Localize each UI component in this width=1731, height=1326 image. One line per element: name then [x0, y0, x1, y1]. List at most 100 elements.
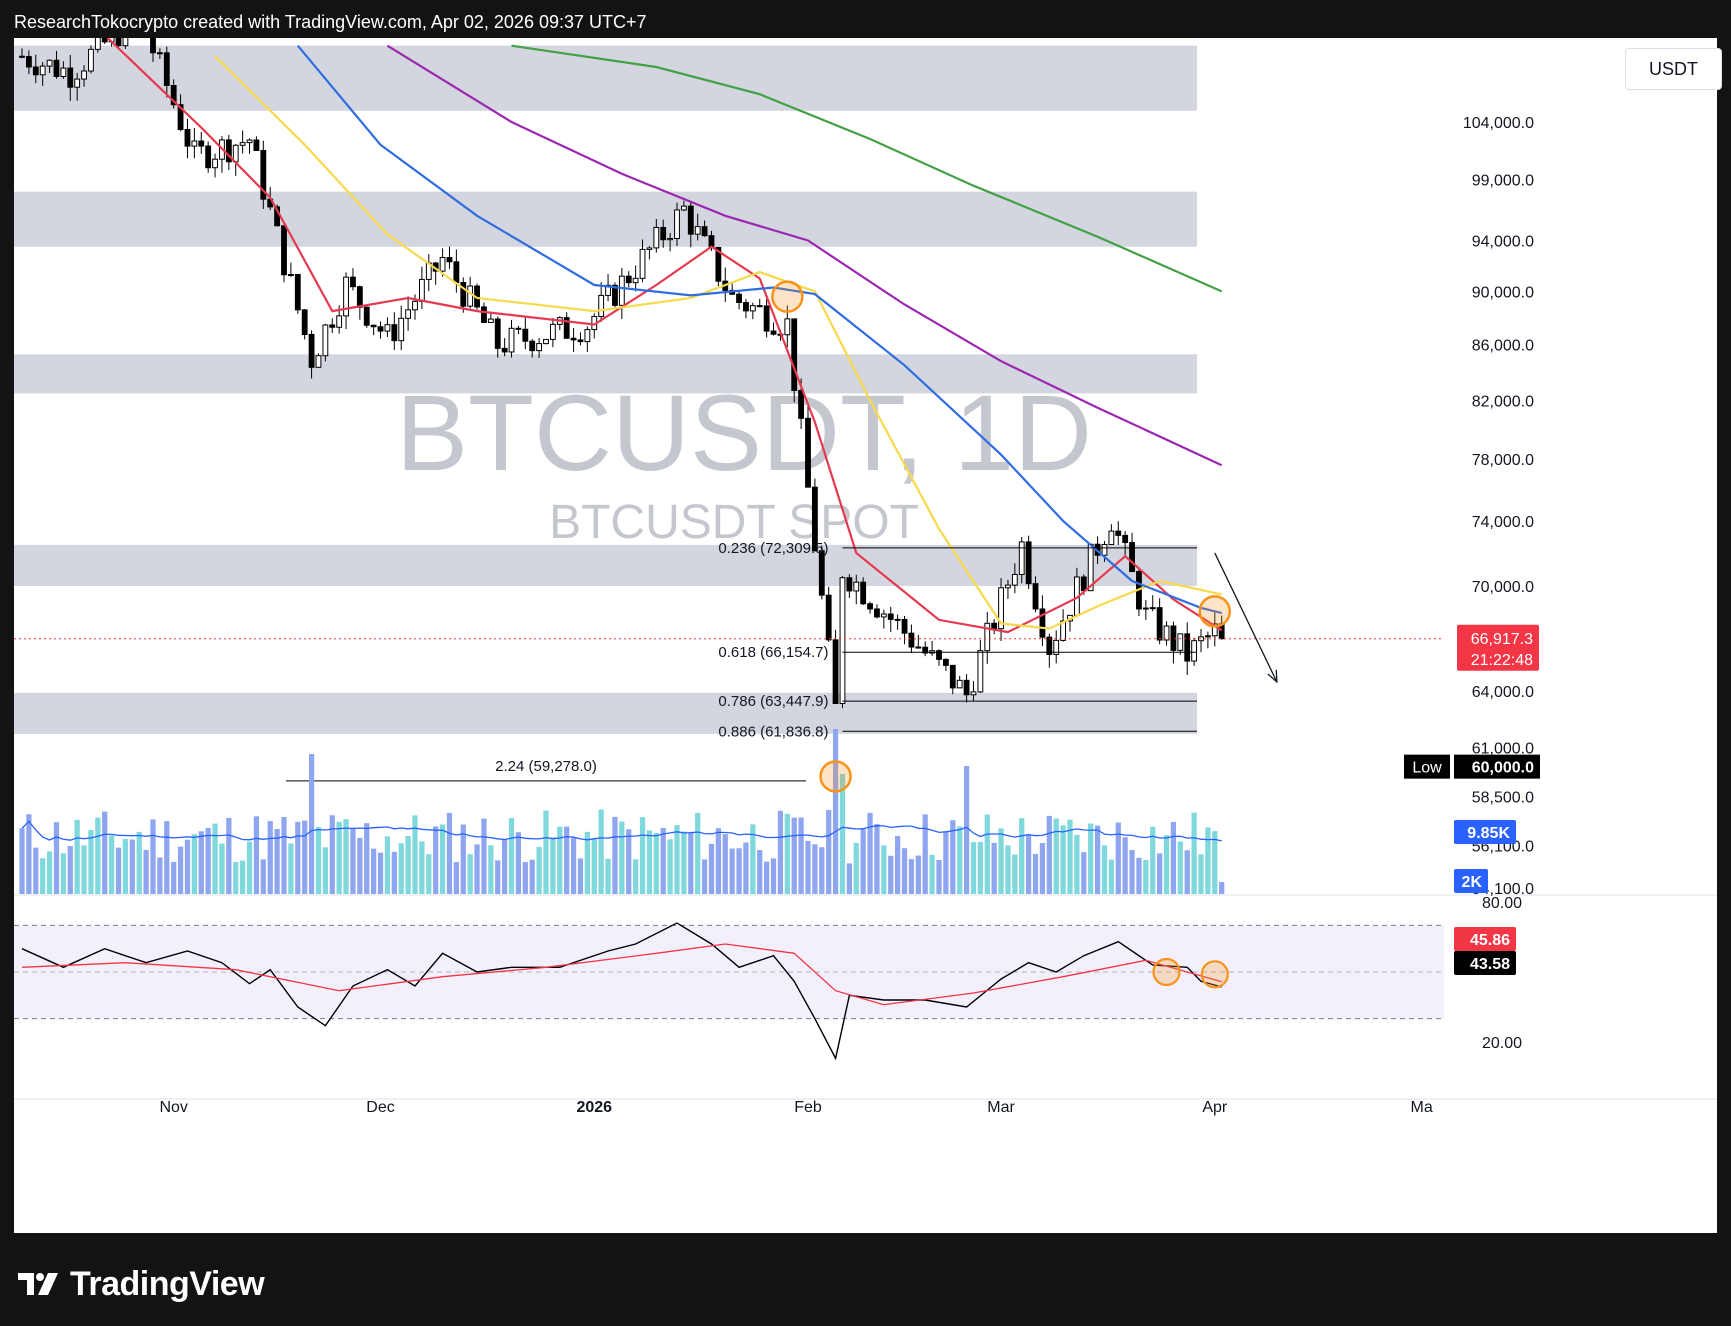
candle — [46, 59, 53, 74]
candle — [398, 305, 405, 351]
candle-body — [894, 618, 901, 621]
candle — [1101, 540, 1108, 562]
candle — [970, 680, 977, 701]
candle-body — [639, 248, 646, 279]
candle — [701, 220, 708, 237]
chart-area[interactable]: BTCUSDT, 1D BTCUSDT SPOT 0.236 (72,309.5) 0… — [14, 38, 1722, 1233]
volume-bar — [839, 774, 846, 894]
candle — [74, 72, 81, 101]
candle-body — [887, 613, 894, 620]
candle — [294, 273, 301, 314]
candle — [667, 233, 674, 252]
candle-body — [101, 38, 108, 43]
candle-body — [25, 56, 32, 68]
currency-selector[interactable]: USDT — [1625, 48, 1722, 90]
price-tick: 64,000.0 — [1472, 684, 1534, 701]
candle-body — [301, 309, 308, 335]
candle-body — [315, 355, 322, 368]
candle — [1149, 595, 1156, 612]
candle — [191, 128, 198, 159]
volume-bar — [322, 847, 328, 894]
volume-bar — [626, 829, 632, 894]
rsi-value-badge-bg — [1454, 951, 1516, 975]
volume-bar — [405, 836, 411, 894]
candle — [1011, 563, 1018, 594]
volume-bar — [1060, 825, 1066, 894]
candle-body — [467, 285, 474, 307]
rsi-value-badge: 43.58 — [1454, 951, 1516, 975]
candle-body — [481, 306, 487, 323]
candle — [287, 262, 294, 277]
fib-label-0.618: 0.618 (66,154.7) — [718, 644, 828, 661]
rsi-ma-line — [21, 943, 1222, 1006]
volume-bar — [977, 841, 983, 894]
candle-body — [1018, 541, 1025, 575]
rsi-ma-badge-text: 45.86 — [1470, 932, 1510, 949]
volume-bar — [315, 827, 322, 894]
volume-bar — [1081, 852, 1087, 894]
volume-bar — [619, 821, 625, 894]
moving-average-0 — [106, 38, 1223, 634]
time-label-2026: 2026 — [576, 1099, 612, 1116]
fib-label-0.886: 0.886 (61,836.8) — [718, 723, 828, 740]
candle-body — [260, 149, 267, 200]
candle-body — [67, 67, 74, 88]
rsi-line — [21, 922, 1222, 1061]
candle-body — [805, 417, 811, 488]
candle-body — [956, 679, 963, 689]
candle — [1039, 595, 1046, 646]
candle — [343, 272, 349, 330]
candle-body — [460, 282, 467, 307]
candle-body — [901, 618, 908, 634]
candle — [205, 141, 212, 173]
candle — [1177, 633, 1184, 655]
candle — [942, 658, 949, 671]
volume-bar — [1198, 854, 1204, 894]
volume-bar — [570, 838, 577, 894]
volume-bar — [784, 813, 790, 894]
candle-body — [453, 261, 460, 284]
candle-body — [674, 209, 680, 240]
volume-bar — [446, 812, 453, 894]
candle — [184, 118, 191, 159]
candle — [170, 79, 177, 109]
volume-bar — [53, 822, 60, 894]
candle — [246, 138, 253, 154]
candle-body — [825, 594, 832, 641]
volume-bar — [708, 843, 715, 894]
volume-bar — [336, 821, 342, 894]
volume-bar — [1191, 812, 1197, 894]
volume-scale-badge-text: 2K — [1462, 874, 1483, 891]
candle-body — [439, 257, 446, 272]
candle-body — [363, 306, 370, 326]
volume-bar — [33, 847, 39, 894]
candle — [1115, 521, 1122, 546]
candle — [825, 586, 832, 642]
candle-body — [584, 329, 591, 343]
candle-body — [253, 139, 260, 151]
volume-bar — [1101, 845, 1108, 894]
volume-bar — [998, 828, 1004, 894]
moving-average-1 — [214, 55, 1222, 630]
candle-body — [687, 205, 694, 235]
candle-body — [563, 317, 570, 339]
volume-bar — [577, 858, 584, 894]
candle-body — [122, 38, 129, 47]
volume-bar — [95, 817, 101, 894]
volume-bar — [936, 860, 942, 894]
volume-pane — [19, 729, 1225, 894]
volume-bar — [584, 831, 590, 894]
candle-body — [115, 38, 122, 47]
volume-bar — [874, 824, 880, 894]
volume-bar — [1108, 859, 1114, 894]
time-label-Mar: Mar — [987, 1099, 1015, 1116]
candle-body — [1177, 633, 1184, 651]
volume-bar — [860, 829, 866, 894]
candle — [543, 338, 549, 345]
candle-body — [1149, 607, 1156, 610]
volume-bar — [750, 824, 756, 894]
candle — [805, 405, 811, 488]
candle-body — [991, 622, 998, 630]
